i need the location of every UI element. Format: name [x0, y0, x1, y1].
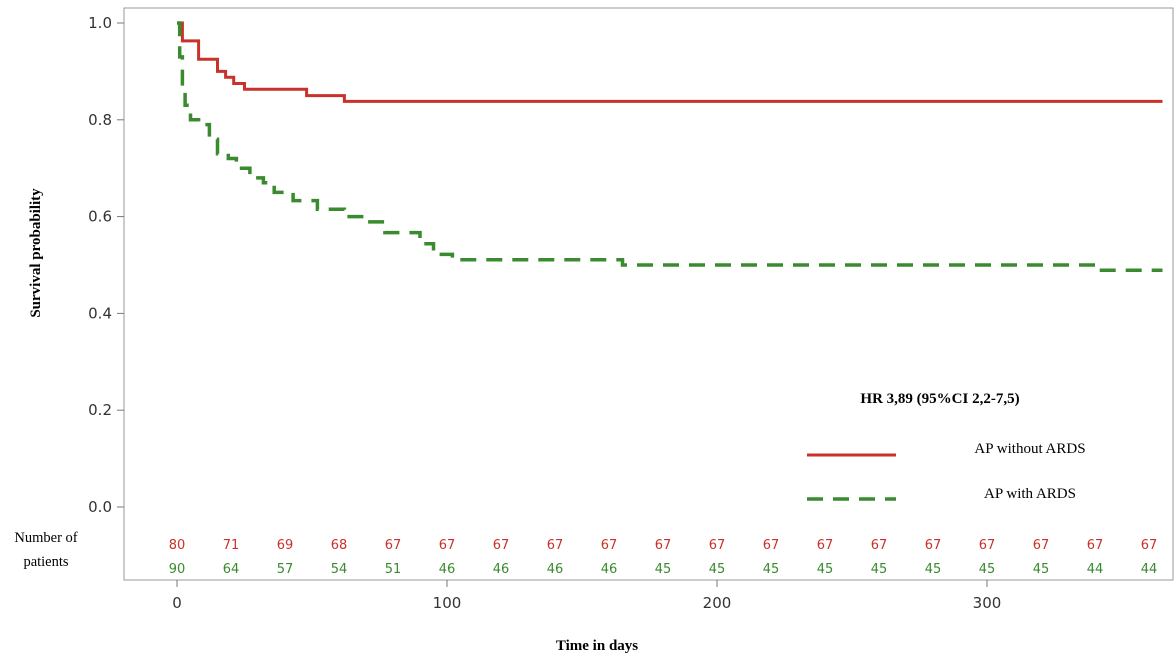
at-risk-without-ards: 67 — [763, 538, 780, 553]
at-risk-with-ards: 46 — [439, 562, 456, 577]
at-risk-with-ards: 64 — [223, 562, 240, 577]
survival-curves — [177, 21, 1163, 273]
x-tick-label: 200 — [703, 594, 732, 612]
y-tick-labels: 0.0 0.2 0.4 0.6 0.8 1.0 — [88, 14, 112, 516]
y-tick-label: 0.6 — [88, 208, 112, 226]
at-risk-with-ards: 51 — [385, 562, 402, 577]
at-risk-without-ards: 67 — [655, 538, 672, 553]
x-tick-labels: 0 100 200 300 — [172, 594, 1001, 612]
series-line-without-ards — [177, 21, 1163, 103]
plot-frame — [123, 7, 1174, 581]
x-tick-label: 300 — [973, 594, 1002, 612]
at-risk-with-ards: 44 — [1087, 562, 1104, 577]
y-tick-label: 1.0 — [88, 14, 112, 32]
at-risk-with-ards: 45 — [871, 562, 888, 577]
at-risk-with-ards: 45 — [1033, 562, 1050, 577]
at-risk-with-ards: 54 — [331, 562, 348, 577]
y-tick-label: 0.8 — [88, 111, 112, 129]
at-risk-with-ards: 57 — [277, 562, 294, 577]
at-risk-with-ards: 45 — [979, 562, 996, 577]
hazard-ratio-annotation: HR 3,89 (95%CI 2,2-7,5) — [860, 391, 1019, 407]
series-line-with-ards — [177, 21, 1163, 273]
at-risk-without-ards: 67 — [493, 538, 510, 553]
legend-label-with-ards: AP with ARDS — [984, 486, 1076, 502]
legend: AP without ARDS AP with ARDS — [807, 441, 1086, 502]
at-risk-with-ards: 45 — [655, 562, 672, 577]
y-tick-label: 0.2 — [88, 401, 112, 419]
at-risk-without-ards: 80 — [169, 538, 186, 553]
at-risk-with-ards: 46 — [547, 562, 564, 577]
at-risk-with-ards: 44 — [1141, 562, 1158, 577]
number-at-risk-title-line2: patients — [23, 554, 68, 570]
at-risk-without-ards: 67 — [709, 538, 726, 553]
at-risk-without-ards: 67 — [871, 538, 888, 553]
at-risk-without-ards: 67 — [385, 538, 402, 553]
at-risk-with-ards: 45 — [817, 562, 834, 577]
at-risk-without-ards: 67 — [817, 538, 834, 553]
x-tick-label: 100 — [433, 594, 462, 612]
at-risk-without-ards: 67 — [925, 538, 942, 553]
x-axis-title: Time in days — [556, 638, 638, 654]
number-at-risk-table: 80 90 71 64 69 57 68 54 67 51 67 46 67 46 67 46 67 46 67 45… — [169, 538, 1158, 577]
y-tick-label: 0.4 — [88, 304, 112, 322]
at-risk-with-ards: 46 — [601, 562, 618, 577]
at-risk-without-ards: 67 — [1087, 538, 1104, 553]
y-tick-label: 0.0 — [88, 498, 112, 516]
chart-axes — [117, 7, 1174, 587]
at-risk-without-ards: 67 — [547, 538, 564, 553]
at-risk-without-ards: 67 — [1141, 538, 1158, 553]
y-axis-title: Survival probability — [28, 188, 44, 318]
at-risk-with-ards: 45 — [925, 562, 942, 577]
at-risk-without-ards: 71 — [223, 538, 240, 553]
at-risk-with-ards: 45 — [709, 562, 726, 577]
at-risk-without-ards: 67 — [979, 538, 996, 553]
at-risk-with-ards: 90 — [169, 562, 186, 577]
legend-label-without-ards: AP without ARDS — [974, 441, 1085, 457]
at-risk-without-ards: 67 — [1033, 538, 1050, 553]
at-risk-without-ards: 67 — [439, 538, 456, 553]
at-risk-without-ards: 67 — [601, 538, 618, 553]
at-risk-without-ards: 69 — [277, 538, 294, 553]
at-risk-without-ards: 68 — [331, 538, 348, 553]
at-risk-with-ards: 45 — [763, 562, 780, 577]
x-tick-label: 0 — [172, 594, 182, 612]
number-at-risk-title-line1: Number of — [14, 530, 77, 546]
at-risk-with-ards: 46 — [493, 562, 510, 577]
